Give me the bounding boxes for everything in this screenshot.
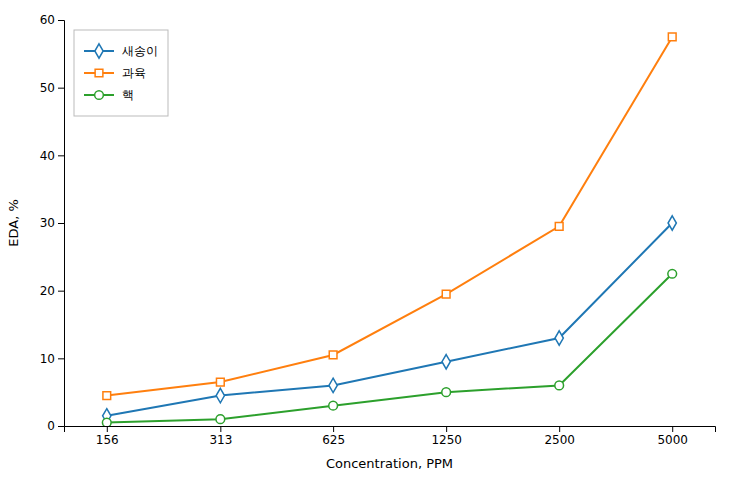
axis-line: [65, 427, 716, 433]
tick-label: 2500: [544, 433, 575, 447]
legend-box: [74, 30, 168, 116]
tick-mark: [58, 426, 64, 427]
tick: 5000: [657, 426, 688, 447]
tick-mark: [446, 426, 447, 432]
legend-marker: [95, 44, 103, 58]
legend-item: 과육: [84, 66, 146, 80]
marker: [329, 401, 338, 410]
tick: 0: [47, 419, 64, 433]
tick-mark: [58, 20, 64, 21]
tick-label: 20: [40, 284, 55, 298]
tick: 10: [40, 352, 64, 366]
series: [103, 216, 677, 423]
marker: [442, 355, 450, 369]
tick: 625: [322, 426, 345, 447]
x-axis: 156 313 625 1250 2500 5000: [65, 426, 716, 447]
tick-mark: [58, 223, 64, 224]
legend-marker: [95, 91, 104, 100]
tick-label: 5000: [657, 433, 688, 447]
marker: [329, 351, 337, 359]
series-line: [107, 223, 672, 416]
tick: 2500: [544, 426, 575, 447]
tick-label: 0: [47, 419, 55, 433]
legend-marker: [95, 69, 103, 77]
marker: [555, 381, 564, 390]
series-line: [107, 37, 672, 396]
tick: 30: [40, 216, 64, 230]
tick: 50: [40, 81, 64, 95]
y-axis-title: EDA, %: [6, 199, 21, 247]
marker: [442, 290, 450, 298]
tick-mark: [333, 426, 334, 432]
series-line: [107, 274, 672, 423]
tick: 40: [40, 149, 64, 163]
tick-label: 30: [40, 216, 55, 230]
series: [103, 33, 676, 399]
marker: [216, 415, 225, 424]
tick: 20: [40, 284, 64, 298]
tick-label: 50: [40, 81, 55, 95]
tick: 60: [40, 13, 64, 27]
tick-label: 40: [40, 149, 55, 163]
tick: 313: [209, 426, 232, 447]
tick-mark: [58, 291, 64, 292]
plot-area: 156 313 625 1250 2500 5000 0 10 20 30 40 50 60 새송이과육핵: [40, 13, 716, 446]
marker: [216, 378, 224, 386]
tick: 1250: [431, 426, 462, 447]
marker: [329, 378, 337, 392]
series: [102, 269, 676, 426]
tick-label: 60: [40, 13, 55, 27]
marker: [668, 216, 676, 230]
tick-label: 1250: [431, 433, 462, 447]
marks: [102, 33, 676, 426]
marker: [668, 269, 677, 278]
legend-label: 새송이: [122, 44, 158, 58]
tick-label: 313: [209, 433, 232, 447]
tick-mark: [107, 426, 108, 432]
tick-mark: [58, 358, 64, 359]
marker: [555, 223, 563, 231]
tick-mark: [58, 88, 64, 89]
legend-label: 과육: [122, 66, 146, 80]
tick-label: 625: [322, 433, 345, 447]
chart-svg: 156 313 625 1250 2500 5000 0 10 20 30 40 50 60 새송이과육핵…: [0, 0, 739, 482]
tick-mark: [58, 155, 64, 156]
tick-label: 156: [96, 433, 119, 447]
legend-item: 새송이: [84, 44, 158, 58]
legend-item: 핵: [84, 88, 134, 102]
y-axis: 0 10 20 30 40 50 60: [40, 13, 65, 433]
chart-container: 156 313 625 1250 2500 5000 0 10 20 30 40 50 60 새송이과육핵…: [0, 0, 739, 482]
marker: [103, 392, 111, 400]
marker: [216, 388, 224, 402]
legend-label: 핵: [122, 88, 134, 102]
marker: [442, 388, 451, 397]
tick: 156: [96, 426, 119, 447]
tick-label: 10: [40, 352, 55, 366]
marker: [668, 33, 676, 41]
tick-mark: [559, 426, 560, 432]
axis-line: [58, 21, 65, 427]
tick-mark: [220, 426, 221, 432]
legend: 새송이과육핵: [74, 30, 168, 116]
x-axis-title: Concentration, PPM: [326, 456, 453, 471]
tick-mark: [672, 426, 673, 432]
marker: [102, 418, 111, 426]
marker: [555, 331, 563, 345]
